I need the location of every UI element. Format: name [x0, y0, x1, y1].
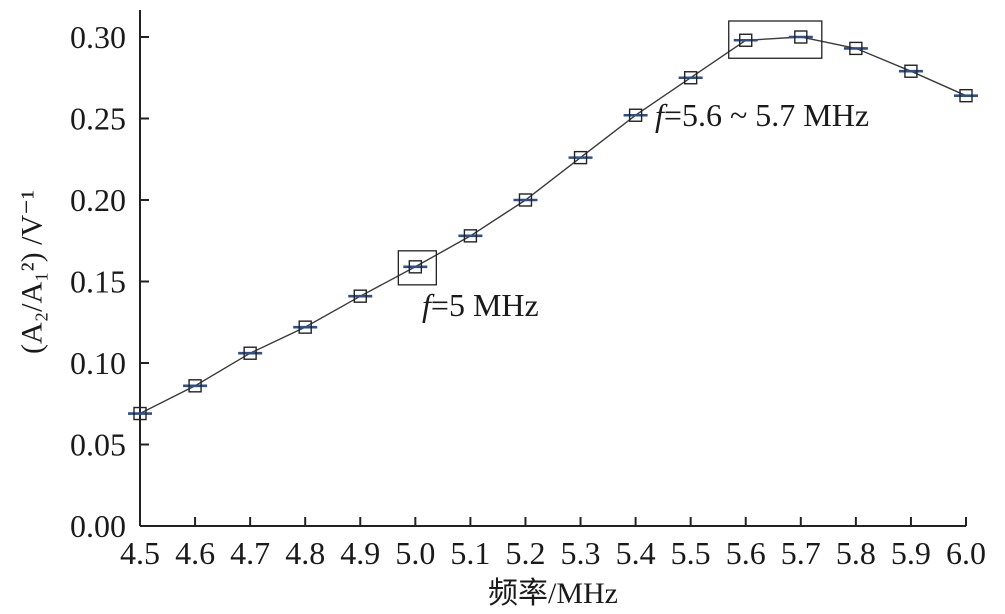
data-point-marker — [298, 320, 312, 334]
data-point — [954, 88, 978, 103]
data-point — [898, 64, 923, 78]
data-point-marker — [573, 150, 588, 165]
data-point — [458, 229, 483, 243]
data-point — [678, 71, 703, 85]
x-tick-label: 5.8 — [836, 535, 876, 571]
series-line — [139, 36, 967, 415]
x-tick-label: 4.9 — [340, 535, 380, 571]
y-tick-label: 0.10 — [70, 345, 126, 381]
annotation-label: f=5.6 ~ 5.7 MHz — [655, 97, 869, 133]
data-point-marker — [683, 71, 698, 85]
x-tick-label: 4.8 — [285, 535, 325, 571]
data-point — [348, 289, 373, 303]
data-point — [293, 320, 318, 334]
y-tick-label: 0.15 — [70, 264, 126, 300]
x-tick-label: 5.4 — [616, 535, 656, 571]
x-tick-label: 5.0 — [395, 535, 435, 571]
x-tick-label: 5.5 — [671, 535, 711, 571]
data-point-marker — [133, 406, 147, 421]
data-point-marker — [463, 229, 478, 243]
data-point — [513, 193, 538, 207]
data-points — [128, 30, 978, 421]
data-point-marker — [794, 30, 808, 44]
annotation-box — [728, 20, 823, 59]
annotation-label: f=5 MHz — [422, 287, 539, 323]
annotation-box — [397, 250, 437, 286]
x-tick-label: 5.1 — [450, 535, 490, 571]
y-tick-label: 0.00 — [70, 508, 126, 544]
data-point-marker — [518, 193, 533, 207]
data-point-marker — [628, 108, 643, 122]
data-point — [843, 41, 868, 56]
data-point-marker — [849, 41, 863, 56]
x-tick-label: 6.0 — [946, 535, 986, 571]
data-point-marker — [188, 379, 202, 393]
x-tick-label: 5.6 — [726, 535, 766, 571]
data-point — [788, 30, 813, 44]
y-tick-label: 0.20 — [70, 182, 126, 218]
x-axis-label: 频率/MHz — [488, 577, 618, 610]
x-tick-label: 5.2 — [505, 535, 545, 571]
x-tick-label: 4.7 — [230, 535, 270, 571]
data-point-marker — [353, 289, 367, 303]
data-point — [238, 346, 263, 360]
y-tick-label: 0.30 — [70, 19, 126, 55]
x-tick-label: 5.9 — [891, 535, 931, 571]
data-point — [568, 150, 593, 165]
data-point — [403, 260, 428, 274]
x-tick-label: 4.6 — [175, 535, 215, 571]
data-point-marker — [959, 88, 973, 103]
x-tick-label: 5.3 — [561, 535, 601, 571]
data-point — [623, 108, 648, 122]
data-point — [183, 379, 208, 393]
x-tick-label: 5.7 — [781, 535, 821, 571]
y-tick-label: 0.05 — [70, 427, 126, 463]
x-tick-label: 4.5 — [120, 535, 160, 571]
y-axis-label: (A₂/A₁²) /V⁻¹ — [16, 190, 49, 354]
data-point-marker — [739, 33, 753, 47]
data-point-marker — [243, 346, 257, 360]
data-point-marker — [904, 64, 918, 78]
data-point — [733, 33, 758, 47]
y-tick-label: 0.25 — [70, 101, 126, 137]
data-point-marker — [408, 260, 423, 274]
data-point — [128, 406, 152, 421]
